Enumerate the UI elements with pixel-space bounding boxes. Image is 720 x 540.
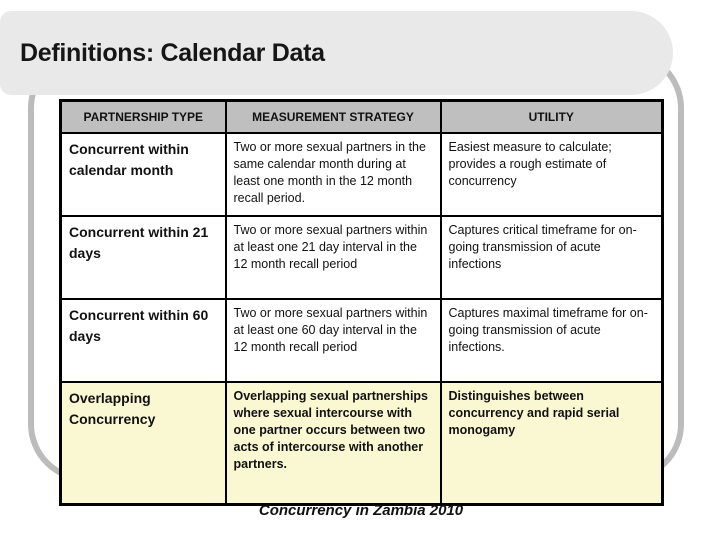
- page-title: Definitions: Calendar Data: [20, 39, 325, 67]
- cell-partnership-type: Concurrent within calendar month: [59, 132, 227, 217]
- table-row: Concurrent within 21 days Two or more se…: [59, 215, 664, 300]
- definitions-table: PARTNERSHIP TYPE MEASUREMENT STRATEGY UT…: [59, 99, 664, 506]
- cell-measurement-strategy: Two or more sexual partners in the same …: [224, 132, 442, 217]
- table-row: Concurrent within 60 days Two or more se…: [59, 298, 664, 383]
- cell-partnership-type: Concurrent within 60 days: [59, 298, 227, 383]
- cell-measurement-strategy: Two or more sexual partners within at le…: [224, 298, 442, 383]
- source-caption: Concurrency in Zambia 2010: [258, 502, 464, 519]
- column-header-partnership-type: PARTNERSHIP TYPE: [59, 99, 227, 134]
- cell-partnership-type: Overlapping Concurrency: [59, 381, 227, 505]
- title-bar: Definitions: Calendar Data: [0, 11, 673, 95]
- column-header-measurement-strategy: MEASUREMENT STRATEGY: [224, 99, 442, 134]
- cell-measurement-strategy: Two or more sexual partners within at le…: [224, 215, 442, 300]
- cell-utility: Distinguishes between concurrency and ra…: [439, 381, 664, 505]
- cell-utility: Captures maximal timeframe for on-going …: [439, 298, 664, 383]
- cell-measurement-strategy: Overlapping sexual partnerships where se…: [224, 381, 442, 505]
- cell-utility: Easiest measure to calculate; provides a…: [439, 132, 664, 217]
- column-header-utility: UTILITY: [439, 99, 664, 134]
- cell-partnership-type: Concurrent within 21 days: [59, 215, 227, 300]
- table-row: Concurrent within calendar month Two or …: [59, 132, 664, 217]
- cell-utility: Captures critical timeframe for on-going…: [439, 215, 664, 300]
- table-header-row: PARTNERSHIP TYPE MEASUREMENT STRATEGY UT…: [59, 99, 664, 134]
- table-row-highlighted: Overlapping Concurrency Overlapping sexu…: [59, 381, 664, 505]
